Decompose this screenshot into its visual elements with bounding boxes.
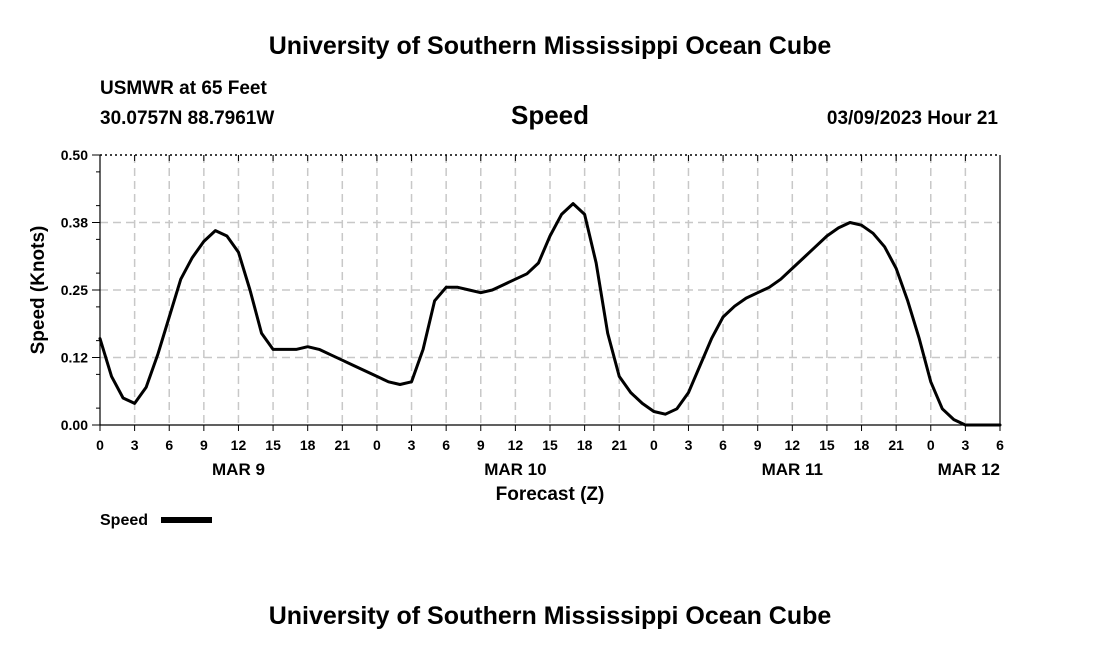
x-tick-label: 18 [577, 437, 593, 453]
y-tick-label: 0.25 [61, 282, 88, 298]
y-tick-label: 0.38 [61, 215, 88, 231]
x-tick-label: 15 [542, 437, 558, 453]
x-tick-label: 3 [685, 437, 693, 453]
x-tick-label: 18 [854, 437, 870, 453]
date-label: MAR 10 [484, 460, 546, 479]
date-label: MAR 11 [762, 460, 823, 479]
y-tick-label: 0.50 [61, 147, 88, 163]
x-tick-label: 15 [265, 437, 281, 453]
x-tick-label: 18 [300, 437, 316, 453]
x-tick-label: 12 [231, 437, 247, 453]
datetime-label: 03/09/2023 Hour 21 [827, 108, 999, 129]
variable-title: Speed [511, 100, 589, 130]
date-label: MAR 12 [938, 460, 1000, 479]
x-tick-label: 0 [96, 437, 104, 453]
x-tick-label: 9 [477, 437, 485, 453]
x-tick-label: 6 [996, 437, 1004, 453]
x-tick-label: 21 [611, 437, 627, 453]
y-axis-label: Speed (Knots) [28, 226, 49, 355]
coordinates-label: 30.0757N 88.7961W [100, 108, 274, 129]
x-tick-label: 6 [719, 437, 727, 453]
x-tick-label: 6 [165, 437, 173, 453]
x-tick-label: 21 [335, 437, 351, 453]
y-tick-label: 0.00 [61, 417, 88, 433]
date-label: MAR 9 [212, 460, 265, 479]
x-tick-label: 21 [888, 437, 904, 453]
x-tick-label: 3 [961, 437, 969, 453]
footer-title: University of Southern Mississippi Ocean… [269, 602, 832, 630]
x-tick-label: 9 [200, 437, 208, 453]
station-label: USMWR at 65 Feet [100, 78, 267, 99]
x-axis-label: Forecast (Z) [496, 484, 605, 505]
legend-label: Speed [100, 512, 148, 529]
speed-series-line [98, 202, 1002, 427]
x-tick-label: 0 [373, 437, 381, 453]
x-tick-label: 12 [785, 437, 801, 453]
x-tick-label: 15 [819, 437, 835, 453]
x-tick-label: 6 [442, 437, 450, 453]
x-tick-label: 12 [508, 437, 524, 453]
x-tick-label: 0 [927, 437, 935, 453]
x-tick-label: 3 [408, 437, 416, 453]
legend: Speed [100, 512, 212, 529]
plot-area: 0.00 0.12 0.25 0.38 0.50 0 3 6 9 12 15 18 21 0 3 6 9 12 15… [61, 147, 1004, 479]
y-tick-label: 0.12 [61, 350, 88, 366]
x-tick-label: 3 [131, 437, 139, 453]
chart-title: University of Southern Mississippi Ocean… [269, 32, 832, 60]
x-tick-label: 0 [650, 437, 658, 453]
x-tick-label: 9 [754, 437, 762, 453]
